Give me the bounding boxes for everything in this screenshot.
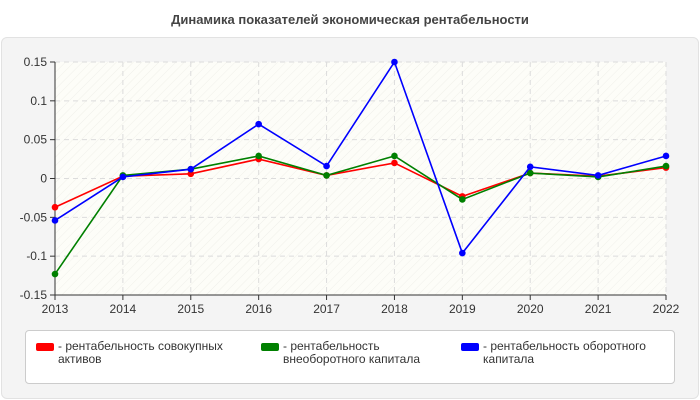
y-tick-label: -0.05 — [20, 210, 48, 224]
x-tick-label: 2022 — [653, 302, 680, 316]
data-point-2 — [187, 165, 195, 173]
data-point-1 — [323, 172, 330, 179]
y-tick-label: 0.15 — [24, 55, 48, 69]
legend-item-working-capital: - рентабельность оборотного капитала — [461, 340, 666, 366]
legend-label: - рентабельность совокупных активов — [58, 339, 223, 366]
y-tick-label: -0.15 — [20, 288, 48, 302]
data-point-2 — [51, 217, 59, 224]
legend: - рентабельность совокупных активов - ре… — [25, 330, 675, 384]
y-tick-label: 0.05 — [24, 133, 48, 147]
series-line-2 — [54, 60, 667, 255]
data-point-2 — [526, 163, 534, 171]
data-point-0 — [187, 170, 195, 178]
chart-title: Динамика показателей экономическая рента… — [171, 12, 529, 27]
data-point-1 — [459, 196, 466, 203]
x-tick-label: 2015 — [177, 302, 204, 316]
x-tick-label: 2013 — [42, 302, 69, 316]
data-point-2 — [662, 152, 670, 160]
y-tick-label: 0.1 — [30, 94, 47, 108]
x-tick-label: 2018 — [381, 302, 408, 316]
x-tick-label: 2019 — [449, 302, 476, 316]
legend-item-noncurrent-capital: - рентабельность внеоборотного капитала — [261, 340, 451, 366]
x-tick-label: 2020 — [517, 302, 544, 316]
data-point-2 — [119, 173, 127, 181]
data-point-2 — [323, 162, 330, 170]
data-point-0 — [391, 159, 398, 167]
data-point-1 — [662, 162, 670, 170]
data-point-1 — [391, 152, 398, 160]
x-tick-label: 2021 — [585, 302, 612, 316]
data-point-0 — [51, 203, 59, 211]
legend-label: - рентабельность внеоборотного капитала — [283, 339, 420, 366]
data-point-1 — [51, 270, 59, 278]
x-tick-label: 2014 — [110, 302, 137, 316]
x-tick-label: 2016 — [245, 302, 272, 316]
data-point-1 — [526, 169, 534, 177]
data-point-1 — [255, 152, 262, 160]
data-point-2 — [255, 120, 262, 128]
legend-swatch — [461, 343, 479, 351]
x-tick-label: 2017 — [313, 302, 340, 316]
legend-label: - рентабельность оборотного капитала — [483, 339, 646, 366]
data-point-2 — [594, 172, 602, 179]
legend-item-total-assets: - рентабельность совокупных активов — [36, 340, 236, 366]
data-point-2 — [459, 249, 466, 257]
legend-swatch — [261, 343, 279, 351]
y-tick-label: 0 — [40, 172, 47, 186]
y-tick-label: -0.1 — [26, 249, 47, 263]
data-point-2 — [391, 58, 398, 66]
legend-swatch — [36, 343, 54, 351]
